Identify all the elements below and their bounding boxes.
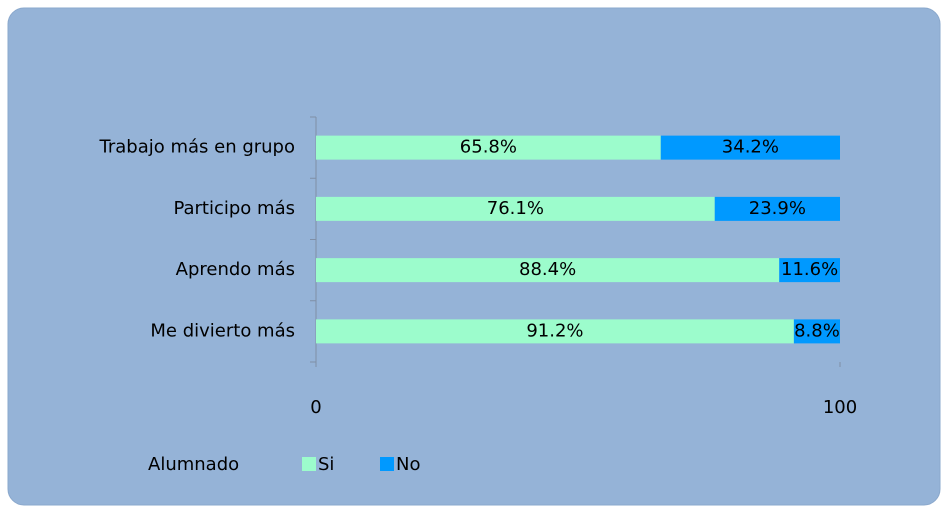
y-tick-label: Aprendo más [176,259,295,280]
bar-segment [316,196,715,221]
value-label: 23.9% [749,198,806,219]
bar-segment [660,135,840,160]
y-tick-label: Me divierto más [150,320,295,341]
value-label: 65.8% [460,137,517,158]
bar-segment [316,135,661,160]
legend-swatch [380,457,394,471]
bar-segment [793,319,840,344]
value-label: 34.2% [722,137,779,158]
bar-segment [316,319,794,344]
y-tick-label: Participo más [173,198,295,219]
x-tick-label: 100 [823,397,857,418]
legend-title: Alumnado [148,454,239,475]
value-label: 8.8% [794,320,840,341]
legend-label: Si [318,454,334,475]
value-label: 88.4% [519,259,576,280]
chart-background [7,7,941,506]
bar-segment [316,258,780,283]
value-label: 76.1% [487,198,544,219]
legend-swatch [302,457,316,471]
bar-segment [714,196,840,221]
value-label: 91.2% [526,320,583,341]
x-tick-label: 0 [310,397,321,418]
value-label: 11.6% [781,259,838,280]
legend-label: No [396,454,420,475]
y-tick-label: Trabajo más en grupo [98,137,295,158]
bar-segment [779,258,840,283]
